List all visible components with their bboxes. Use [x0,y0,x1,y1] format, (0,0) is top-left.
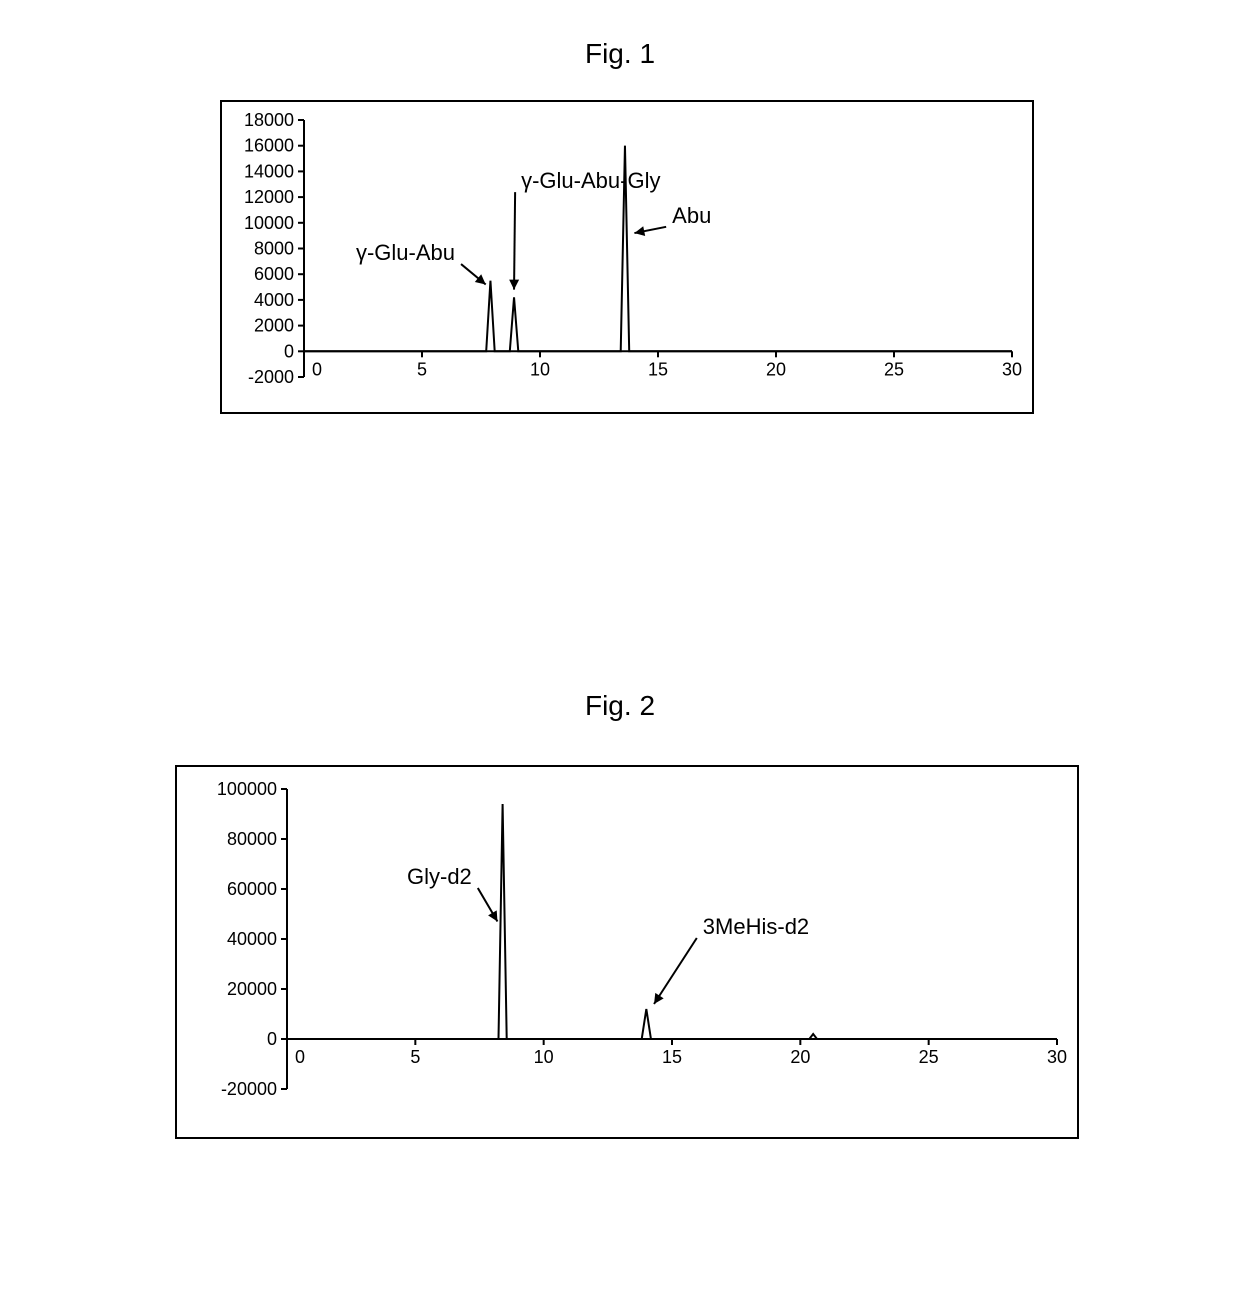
fig2-ytick-label: 20000 [227,979,277,999]
fig1-xtick-label: 30 [1002,359,1022,379]
fig2-ytick-label: 60000 [227,879,277,899]
fig2-annotation-text: Gly-d2 [407,864,472,889]
fig1-ytick-label: 0 [284,341,294,361]
fig2-xtick-label: 0 [295,1047,305,1067]
fig1-title: Fig. 1 [520,38,720,70]
fig1-annotation-text: Abu [672,203,711,228]
fig2-xtick-label: 5 [410,1047,420,1067]
fig1-svg: -2000 0 2000 4000 6000 8000 10000 12000 14000 160… [222,102,1032,412]
fig2-chart-frame: -20000 0 20000 40000 60000 80000 100000 0 5 10 15 2… [175,765,1079,1139]
fig2-ytick-label: 0 [267,1029,277,1049]
fig1-ytick-label: 6000 [254,264,294,284]
fig1-xtick-label: 0 [312,359,322,379]
page: Fig. 1 -20000200040006000800010000120001… [0,0,1240,1296]
fig2-svg: -20000 0 20000 40000 60000 80000 100000 0 5 10 15 2… [177,767,1077,1137]
fig2-trace [287,804,1057,1039]
fig2-xtick-label: 10 [534,1047,554,1067]
fig1-xtick-label: 15 [648,359,668,379]
fig2-ytick-label: 100000 [217,779,277,799]
fig1-ytick-label: 4000 [254,290,294,310]
fig2-ytick-label: 80000 [227,829,277,849]
fig1-ytick-label: 18000 [244,110,294,130]
fig2-annotation-arrowhead [654,993,664,1004]
fig1-annotation-arrowhead [509,280,519,290]
fig2-annotation-text: 3MeHis-d2 [703,914,809,939]
fig1-xtick-label: 25 [884,359,904,379]
fig2-xtick-label: 30 [1047,1047,1067,1067]
fig2-ytick-label: 40000 [227,929,277,949]
fig1-xtick-label: 5 [417,359,427,379]
fig1-annotation-text: γ-Glu-Abu-Gly [521,168,660,193]
fig1-ytick-label: 12000 [244,187,294,207]
fig1-ytick-label: 10000 [244,213,294,233]
fig1-ytick-label: 8000 [254,239,294,259]
fig1-annotation-arrow [514,192,515,290]
fig2-xtick-label: 20 [790,1047,810,1067]
fig2-ytick-label: -20000 [221,1079,277,1099]
fig1-annotation-arrowhead [634,226,645,236]
fig2-xtick-label: 25 [919,1047,939,1067]
fig1-chart-frame: -2000 0 2000 4000 6000 8000 10000 12000 14000 160… [220,100,1034,414]
fig1-annotation-text: γ-Glu-Abu [356,240,455,265]
fig2-annotation-arrow [654,938,697,1004]
fig2-xtick-label: 15 [662,1047,682,1067]
fig1-ytick-label: -2000 [248,367,294,387]
fig1-ytick-label: 16000 [244,136,294,156]
fig1-ytick-label: 14000 [244,161,294,181]
fig1-xtick-label: 20 [766,359,786,379]
fig1-xtick-label: 10 [530,359,550,379]
fig2-title: Fig. 2 [520,690,720,722]
fig1-ytick-label: 2000 [254,316,294,336]
